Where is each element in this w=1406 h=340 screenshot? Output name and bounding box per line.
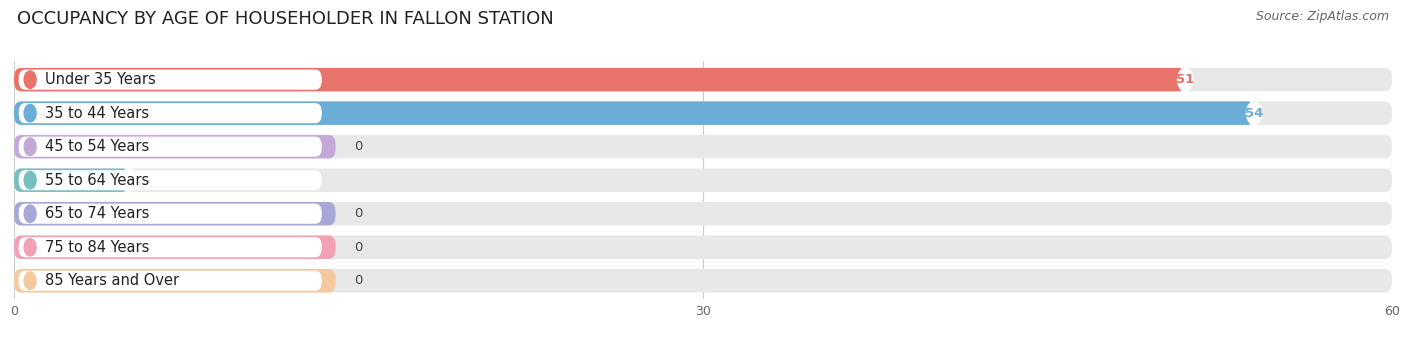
Text: 45 to 54 Years: 45 to 54 Years [45, 139, 149, 154]
Text: Under 35 Years: Under 35 Years [45, 72, 156, 87]
Circle shape [24, 239, 37, 256]
Text: 35 to 44 Years: 35 to 44 Years [45, 106, 149, 121]
FancyBboxPatch shape [18, 170, 322, 190]
Circle shape [1247, 102, 1261, 124]
Circle shape [24, 104, 37, 122]
FancyBboxPatch shape [14, 101, 1254, 125]
Circle shape [24, 171, 37, 189]
Text: OCCUPANCY BY AGE OF HOUSEHOLDER IN FALLON STATION: OCCUPANCY BY AGE OF HOUSEHOLDER IN FALLO… [17, 10, 554, 28]
FancyBboxPatch shape [14, 168, 1392, 192]
FancyBboxPatch shape [14, 135, 336, 158]
Text: 0: 0 [354, 207, 363, 220]
FancyBboxPatch shape [14, 202, 336, 225]
Circle shape [24, 272, 37, 289]
FancyBboxPatch shape [18, 271, 322, 291]
FancyBboxPatch shape [14, 236, 1392, 259]
FancyBboxPatch shape [18, 70, 322, 90]
Text: 54: 54 [1244, 107, 1264, 120]
FancyBboxPatch shape [14, 269, 336, 292]
Text: 0: 0 [354, 274, 363, 287]
FancyBboxPatch shape [18, 103, 322, 123]
FancyBboxPatch shape [18, 237, 322, 257]
FancyBboxPatch shape [14, 101, 1392, 125]
FancyBboxPatch shape [14, 68, 1185, 91]
FancyBboxPatch shape [14, 68, 1392, 91]
Circle shape [121, 169, 136, 191]
FancyBboxPatch shape [14, 269, 1392, 292]
Text: 85 Years and Over: 85 Years and Over [45, 273, 179, 288]
Text: 5: 5 [124, 174, 134, 187]
Text: 65 to 74 Years: 65 to 74 Years [45, 206, 149, 221]
FancyBboxPatch shape [14, 236, 336, 259]
Circle shape [24, 138, 37, 155]
Text: 55 to 64 Years: 55 to 64 Years [45, 173, 149, 188]
Circle shape [1178, 68, 1192, 91]
Text: Source: ZipAtlas.com: Source: ZipAtlas.com [1256, 10, 1389, 23]
Text: 0: 0 [354, 140, 363, 153]
Circle shape [24, 71, 37, 88]
FancyBboxPatch shape [14, 135, 1392, 158]
Text: 51: 51 [1177, 73, 1194, 86]
Circle shape [24, 205, 37, 222]
FancyBboxPatch shape [14, 168, 129, 192]
FancyBboxPatch shape [14, 202, 1392, 225]
FancyBboxPatch shape [18, 137, 322, 157]
Text: 0: 0 [354, 241, 363, 254]
Text: 75 to 84 Years: 75 to 84 Years [45, 240, 149, 255]
FancyBboxPatch shape [18, 204, 322, 224]
